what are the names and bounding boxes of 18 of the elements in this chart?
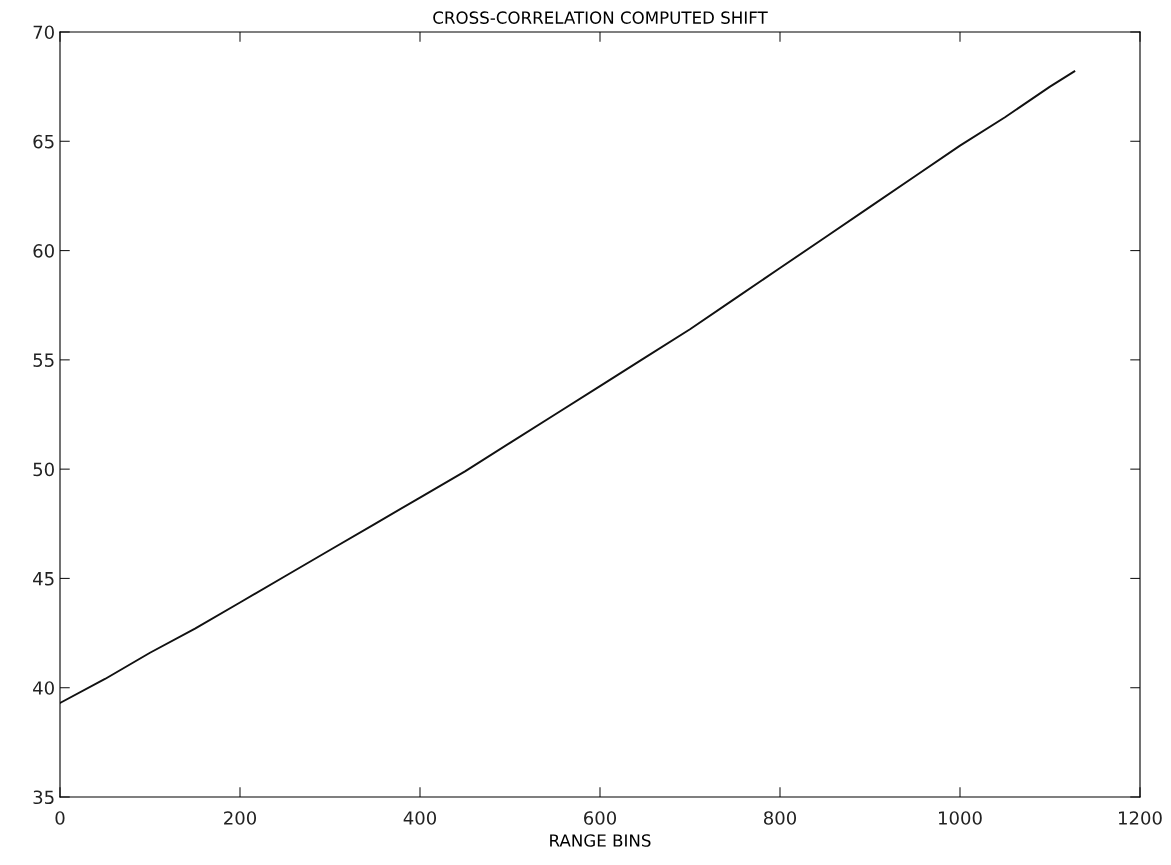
x-tick-label: 1200 bbox=[1119, 811, 1162, 825]
x-tick-label: 600 bbox=[584, 811, 617, 825]
x-axis-title: RANGE BINS bbox=[550, 834, 651, 847]
y-tick-label: 45 bbox=[33, 572, 54, 586]
line-series bbox=[60, 70, 1076, 704]
y-tick-label: 40 bbox=[33, 681, 54, 695]
x-tick-label: 400 bbox=[403, 811, 437, 825]
y-tick-label: 60 bbox=[33, 244, 54, 258]
x-tick-label: 200 bbox=[224, 811, 257, 825]
y-tick-label: 55 bbox=[33, 353, 54, 367]
y-tick-label: 65 bbox=[33, 134, 54, 149]
y-tick-label: 35 bbox=[33, 790, 54, 805]
chart-title: CROSS-CORRELATION COMPUTED SHIFT bbox=[433, 11, 768, 24]
y-tick-label: 50 bbox=[33, 462, 54, 477]
x-tick-label: 1000 bbox=[939, 811, 982, 825]
x-tick-label: 800 bbox=[763, 811, 797, 825]
x-tick-label: 0 bbox=[55, 811, 65, 825]
y-tick-label: 70 bbox=[33, 25, 54, 40]
